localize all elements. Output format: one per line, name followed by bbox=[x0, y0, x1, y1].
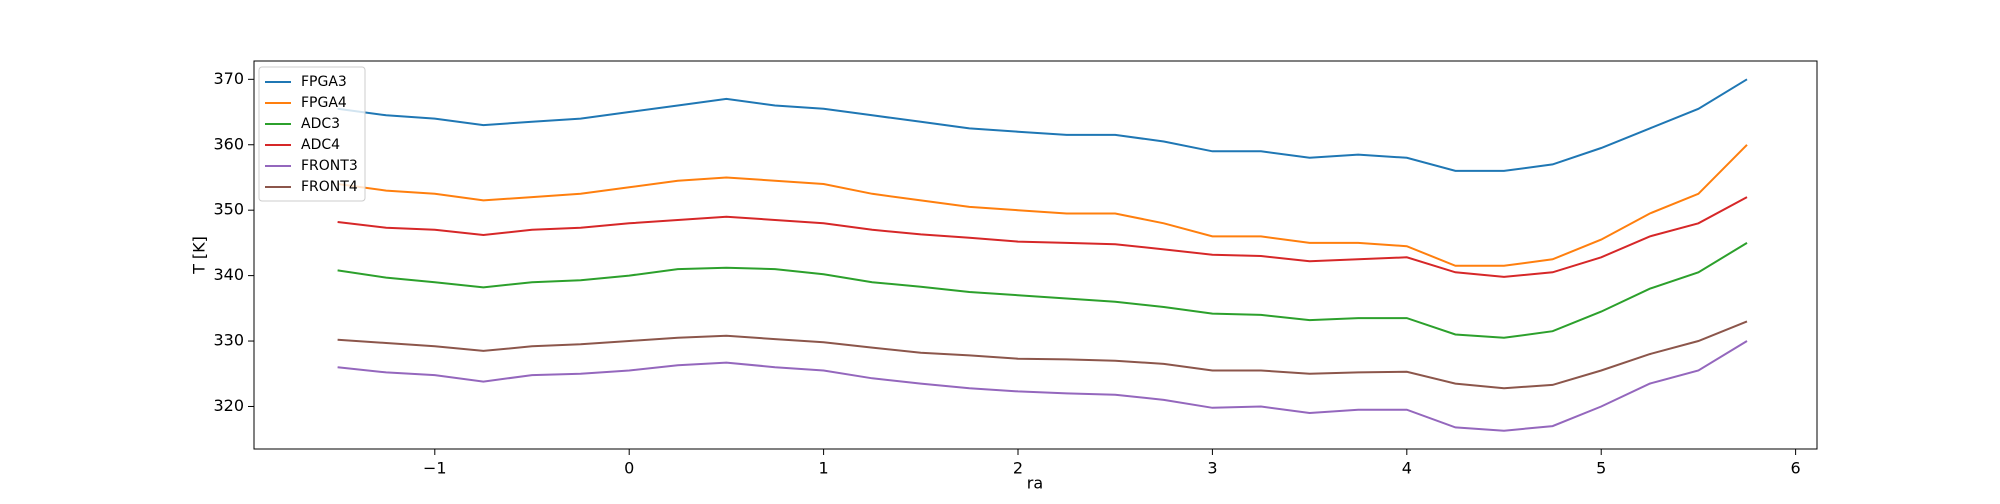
x-tick-label: 4 bbox=[1402, 459, 1412, 478]
legend-label: FPGA3 bbox=[301, 74, 347, 90]
x-tick-label: 2 bbox=[1013, 459, 1023, 478]
legend-label: ADC3 bbox=[301, 116, 340, 132]
plot-frame bbox=[253, 60, 1818, 450]
series-line bbox=[337, 196, 1748, 278]
y-tick-label: 320 bbox=[213, 396, 244, 415]
x-tick-label: −1 bbox=[423, 459, 447, 478]
series-line bbox=[337, 340, 1748, 432]
x-axis-label: ra bbox=[1027, 474, 1043, 493]
y-tick-label: 370 bbox=[213, 69, 244, 88]
series-line bbox=[337, 144, 1748, 267]
x-tick-label: 5 bbox=[1596, 459, 1606, 478]
series-line bbox=[337, 78, 1748, 172]
x-tick-label: 3 bbox=[1207, 459, 1217, 478]
legend-label: FPGA4 bbox=[301, 95, 347, 111]
series-line bbox=[337, 320, 1748, 390]
y-tick-label: 330 bbox=[213, 331, 244, 350]
series-line bbox=[337, 242, 1748, 339]
legend-label: FRONT3 bbox=[301, 158, 358, 174]
legend-label: ADC4 bbox=[301, 137, 340, 153]
x-tick-label: 1 bbox=[819, 459, 829, 478]
x-tick-label: 0 bbox=[624, 459, 634, 478]
y-axis-label: T [K] bbox=[190, 236, 209, 275]
y-tick-label: 360 bbox=[213, 134, 244, 153]
legend-box bbox=[258, 66, 366, 202]
y-tick-label: 340 bbox=[213, 265, 244, 284]
y-tick-label: 350 bbox=[213, 200, 244, 219]
legend-label: FRONT4 bbox=[301, 179, 358, 195]
x-tick-label: 6 bbox=[1791, 459, 1801, 478]
